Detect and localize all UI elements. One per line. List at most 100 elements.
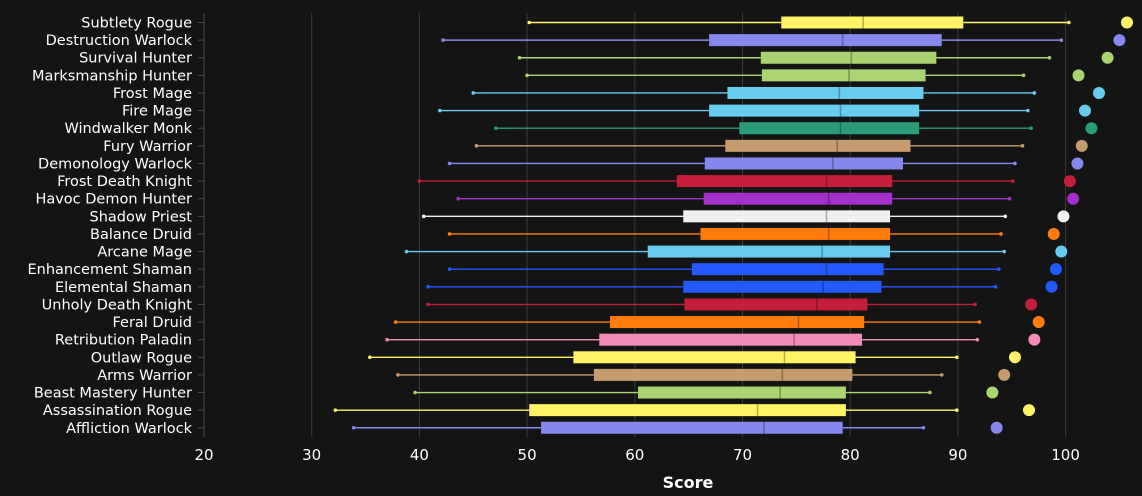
x-axis-title: Score [663, 473, 714, 492]
x-tick-label-30: 30 [302, 446, 321, 464]
top-score-dot [1071, 157, 1084, 170]
category-label-elemental-shaman: Elemental Shaman [55, 280, 192, 296]
box-destruction-warlock [441, 34, 1126, 47]
whisker-cap-min [333, 408, 338, 412]
top-score-dot [1075, 139, 1088, 152]
box-frost-mage [471, 86, 1105, 99]
whisker-cap-min [447, 267, 452, 271]
box-survival-hunter [517, 51, 1114, 64]
whisker-cap-max [928, 390, 932, 395]
box-subtlety-rogue [527, 16, 1133, 29]
x-tick-label-100: 100 [1051, 446, 1080, 464]
box-assassination-rogue [333, 404, 1035, 417]
whisker-cap-min [351, 425, 356, 430]
whisker-cap-min [441, 38, 445, 42]
box-havoc-demon-hunter [456, 192, 1080, 205]
category-label-shadow-priest: Shadow Priest [90, 209, 193, 225]
whisker-cap-min [421, 214, 426, 219]
category-label-frost-mage: Frost Mage [113, 86, 192, 102]
iqr-box [573, 351, 856, 364]
whisker-cap-max [921, 425, 926, 430]
category-label-unholy-death-knight: Unholy Death Knight [42, 297, 193, 313]
top-score-dot [1022, 404, 1035, 417]
iqr-box [704, 157, 903, 170]
top-score-dot [1025, 298, 1038, 311]
box-frost-death-knight [417, 175, 1076, 188]
box-unholy-death-knight [426, 298, 1038, 311]
whisker-cap-max [977, 320, 982, 324]
category-label-feral-druid: Feral Druid [112, 315, 192, 331]
whisker-cap-max [955, 355, 959, 360]
box-feral-druid [393, 316, 1045, 329]
x-axis-ticks: 20 30 40 50 60 70 80 90 100 [194, 446, 1079, 464]
box-elemental-shaman [426, 280, 1058, 293]
category-label-beast-mastery-hunter: Beast Mastery Hunter [34, 386, 192, 402]
iqr-box [700, 227, 891, 240]
category-label-fire-mage: Fire Mage [122, 104, 192, 120]
iqr-box [683, 210, 891, 223]
category-label-affliction-warlock: Affliction Warlock [66, 421, 192, 437]
category-label-destruction-warlock: Destruction Warlock [46, 33, 193, 49]
iqr-box [727, 86, 924, 99]
whisker-cap-max [1021, 73, 1026, 78]
box-arms-warrior [396, 368, 1011, 381]
whisker-cap-min [413, 390, 417, 395]
whisker-cap-max [1020, 144, 1025, 148]
iqr-box [761, 69, 926, 82]
box-shadow-priest [421, 210, 1070, 223]
whisker-cap-min [517, 55, 522, 60]
whisker-cap-min [426, 302, 430, 307]
top-score-dot [986, 386, 999, 399]
box-fury-warrior [474, 139, 1088, 152]
x-tick-label-20: 20 [194, 446, 213, 464]
whisker-cap-min [368, 355, 372, 360]
whisker-cap-min [447, 161, 452, 166]
whisker-cap-max [1007, 196, 1012, 201]
top-score-dot [1120, 16, 1133, 29]
top-score-dot [1078, 104, 1091, 117]
iqr-box [781, 16, 964, 29]
whisker-cap-max [1059, 38, 1064, 42]
x-tick-label-90: 90 [948, 446, 967, 464]
top-score-dot [1047, 227, 1060, 240]
category-label-fury-warrior: Fury Warrior [103, 139, 192, 155]
whisker-cap-max [955, 408, 959, 412]
x-tick-label-80: 80 [841, 446, 860, 464]
whisker-cap-min [525, 73, 529, 78]
top-score-dot [1067, 192, 1080, 205]
box-series [333, 16, 1133, 434]
iqr-box [760, 51, 937, 64]
box-demonology-warlock [447, 157, 1084, 170]
iqr-box [739, 122, 920, 135]
iqr-box [703, 192, 893, 205]
whisker-cap-min [471, 91, 476, 95]
iqr-box [709, 34, 942, 47]
whisker-cap-max [1047, 55, 1052, 60]
iqr-box [691, 263, 884, 276]
category-label-frost-death-knight: Frost Death Knight [57, 174, 192, 190]
top-score-dot [1028, 333, 1041, 346]
category-label-survival-hunter: Survival Hunter [79, 51, 192, 67]
whisker-cap-min [426, 285, 430, 289]
category-label-subtlety-rogue: Subtlety Rogue [81, 16, 192, 32]
whisker-cap-max [975, 337, 980, 342]
whisker-cap-max [1067, 20, 1071, 25]
category-label-arcane-mage: Arcane Mage [97, 245, 192, 261]
box-arcane-mage [404, 245, 1068, 258]
category-label-arms-warrior: Arms Warrior [97, 368, 192, 384]
top-score-dot [998, 368, 1011, 381]
whisker-cap-max [1013, 161, 1017, 166]
iqr-box [610, 316, 865, 329]
top-score-dot [1101, 51, 1114, 64]
x-tick-label-70: 70 [733, 446, 752, 464]
whisker-cap-min [385, 337, 389, 342]
whisker-cap-min [527, 20, 532, 25]
box-outlaw-rogue [368, 351, 1021, 364]
whisker-cap-min [438, 108, 442, 113]
whisker-cap-max [997, 267, 1001, 271]
whisker-cap-min [494, 126, 498, 131]
iqr-box [676, 175, 893, 188]
top-score-dot [1085, 122, 1098, 135]
category-label-windwalker-monk: Windwalker Monk [64, 121, 192, 137]
x-tick-label-50: 50 [518, 446, 537, 464]
